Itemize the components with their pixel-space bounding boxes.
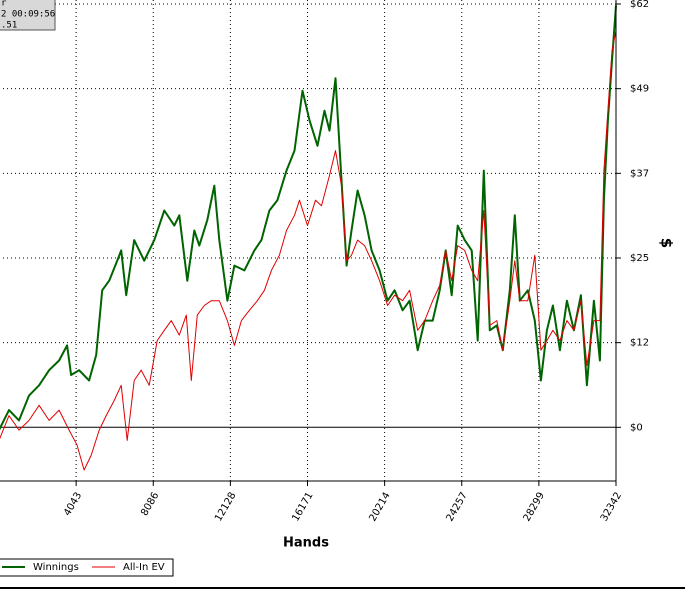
y-tick-label: $62 [630,0,649,10]
info-text: 2 00:09:56 [1,10,55,20]
info-box: r 2 00:09:56 .51 [0,0,56,31]
legend-label: All-In EV [123,562,165,573]
y-axis-label: $ [658,238,676,248]
y-tick-label: $37 [630,168,649,179]
y-tick-label: $49 [630,84,649,95]
y-tick-label: $25 [630,253,649,264]
legend-frame [0,558,174,577]
series-line [0,30,617,471]
series-line [0,5,617,431]
y-tick-label: $12 [630,338,649,349]
legend-label: Winnings [33,562,79,573]
x-axis-label: Hands [283,536,329,551]
info-text: r [1,0,7,9]
info-box-frame [0,0,56,31]
info-text: .51 [1,21,17,31]
legend: Winnings All-In EV [0,558,174,577]
y-tick-label: $0 [630,422,643,433]
